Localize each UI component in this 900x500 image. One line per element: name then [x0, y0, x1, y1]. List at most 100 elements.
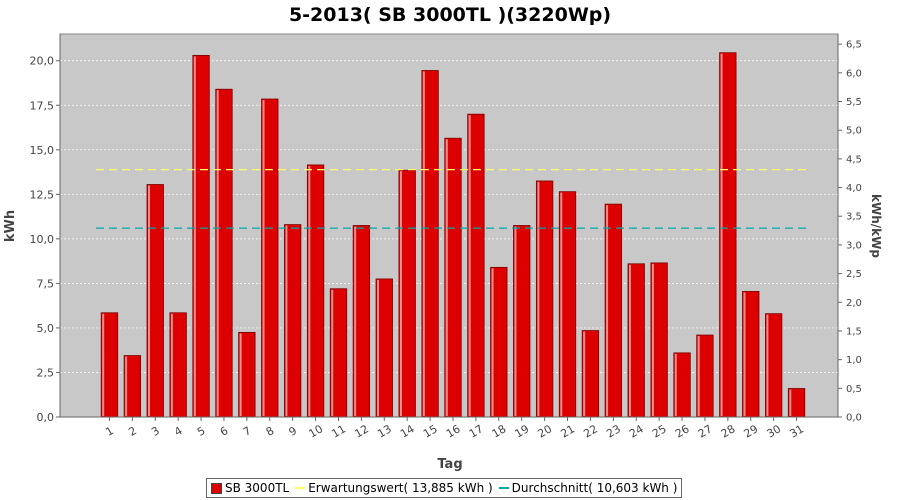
x-tick-label: 16 [444, 422, 463, 440]
bar-highlight [170, 313, 173, 416]
x-tick-label: 15 [421, 422, 440, 440]
x-tick-label: 25 [650, 422, 669, 440]
bar-highlight [491, 268, 494, 416]
bar-highlight [789, 389, 792, 416]
x-tick-label: 11 [329, 422, 348, 440]
legend-swatch-average [498, 487, 509, 489]
legend-swatch-bars [211, 482, 222, 494]
x-axis-label: Tag [437, 457, 462, 472]
bar-highlight [445, 139, 448, 417]
y-right-tick-label: 2,5 [846, 269, 862, 280]
x-tick-label: 29 [742, 422, 761, 440]
x-tick-label: 30 [765, 422, 784, 440]
legend-label-average: Durchschnitt( 10,603 kWh ) [511, 481, 678, 495]
y-right-tick-label: 5,0 [846, 126, 862, 137]
y-right-tick-label: 6,0 [846, 68, 862, 79]
bar-highlight [583, 331, 586, 416]
x-tick-label: 24 [627, 422, 646, 440]
x-tick-label: 7 [241, 424, 254, 439]
bar-highlight [468, 115, 471, 417]
bar-series [100, 52, 806, 418]
bar-highlight [628, 264, 631, 416]
legend-item-expected: Erwartungswert( 13,885 kWh ) [295, 481, 493, 495]
reference-lines [96, 169, 810, 229]
bar-highlight [262, 100, 265, 416]
x-tick-label: 17 [467, 422, 486, 440]
y-tick-label: 2,5 [37, 366, 55, 379]
x-tick-label: 31 [787, 422, 806, 440]
x-tick-label: 14 [398, 422, 417, 440]
legend-label-bars: SB 3000TL [225, 481, 290, 495]
bar-highlight [537, 181, 540, 416]
x-axis: 1 2 3 4 5 6 7 8 9 10 11 12 13 14 15 16 17 18 19 20 21 22 23 24 2… [60, 416, 838, 441]
x-tick-label: 1 [103, 424, 116, 439]
x-tick-label: 21 [558, 422, 577, 440]
bar-highlight [239, 333, 242, 416]
y-tick-label: 15,0 [30, 144, 55, 157]
y-tick-label: 5,0 [37, 322, 55, 335]
y-tick-label: 20,0 [30, 55, 55, 68]
y-right-tick-label: 5,5 [846, 97, 862, 108]
y-tick-label: 12,5 [30, 188, 55, 201]
y-right-tick-label: 1,0 [846, 355, 862, 366]
bar-highlight [193, 56, 196, 417]
y-tick-label: 7,5 [37, 277, 55, 290]
x-tick-label: 20 [536, 422, 555, 440]
y-right-tick-label: 3,0 [846, 240, 862, 251]
x-tick-label: 18 [490, 422, 509, 440]
bar-highlight [766, 314, 769, 416]
x-tick-label: 8 [264, 424, 277, 439]
bar-highlight [720, 53, 723, 416]
bar-highlight [148, 185, 151, 416]
y-axis-right-label: kWh/kWp [869, 194, 883, 258]
x-tick-label: 27 [696, 422, 715, 440]
y-right-tick-label: 0,5 [846, 384, 862, 395]
y-right-tick-label: 6,5 [846, 40, 862, 51]
x-tick-label: 28 [719, 422, 738, 440]
y-right-tick-label: 4,5 [846, 154, 862, 165]
x-tick-label: 10 [307, 422, 326, 440]
y-right-tick-label: 3,5 [846, 212, 862, 223]
y-right-tick-label: 0,0 [846, 413, 862, 424]
bar-highlight [743, 292, 746, 416]
bar-highlight [674, 353, 677, 416]
y-axis-label: kWh [3, 210, 18, 242]
legend: SB 3000TL Erwartungswert( 13,885 kWh ) D… [206, 478, 683, 498]
bar-highlight [606, 205, 609, 416]
bar-highlight [377, 279, 380, 416]
y-right-tick-label: 2,0 [846, 298, 862, 309]
bar-highlight [422, 71, 425, 416]
chart-title: 5-2013( SB 3000TL )(3220Wp) [289, 4, 611, 26]
x-tick-label: 6 [218, 424, 231, 439]
legend-swatch-expected [295, 487, 306, 489]
x-tick-label: 9 [287, 424, 300, 439]
bar-highlight [697, 336, 700, 416]
x-tick-label: 2 [126, 424, 139, 439]
y-axis-left: 0,0 2,5 5,0 7,5 10,0 12,5 15,0 17,5 20,0 [30, 34, 61, 424]
bar-highlight [399, 171, 402, 416]
bar-highlight [285, 225, 288, 416]
y-right-tick-label: 1,5 [846, 326, 862, 337]
legend-item-bars: SB 3000TL [211, 481, 289, 495]
y-axis-right: 0,0 0,5 1,0 1,5 2,0 2,5 3,0 3,5 4,0 4,5 5,0 5,5 6,0 6… [837, 34, 862, 424]
bar-highlight [354, 226, 357, 416]
bar-highlight [216, 90, 219, 416]
bar-highlight [651, 263, 654, 416]
bar-highlight [102, 313, 105, 416]
x-tick-label: 4 [172, 424, 185, 439]
x-tick-label: 12 [352, 422, 371, 440]
x-tick-label: 3 [149, 424, 162, 439]
x-tick-label: 19 [513, 422, 532, 440]
y-right-tick-label: 4,0 [846, 183, 862, 194]
y-tick-label: 17,5 [30, 99, 55, 112]
bar-highlight [331, 289, 334, 416]
bar-highlight [560, 192, 563, 416]
legend-label-expected: Erwartungswert( 13,885 kWh ) [308, 481, 493, 495]
bar-highlight [125, 356, 128, 416]
x-tick-label: 22 [581, 422, 600, 440]
x-tick-label: 26 [673, 422, 692, 440]
y-tick-label: 0,0 [37, 411, 55, 424]
bar-highlight [514, 226, 517, 416]
x-tick-label: 13 [375, 422, 394, 440]
